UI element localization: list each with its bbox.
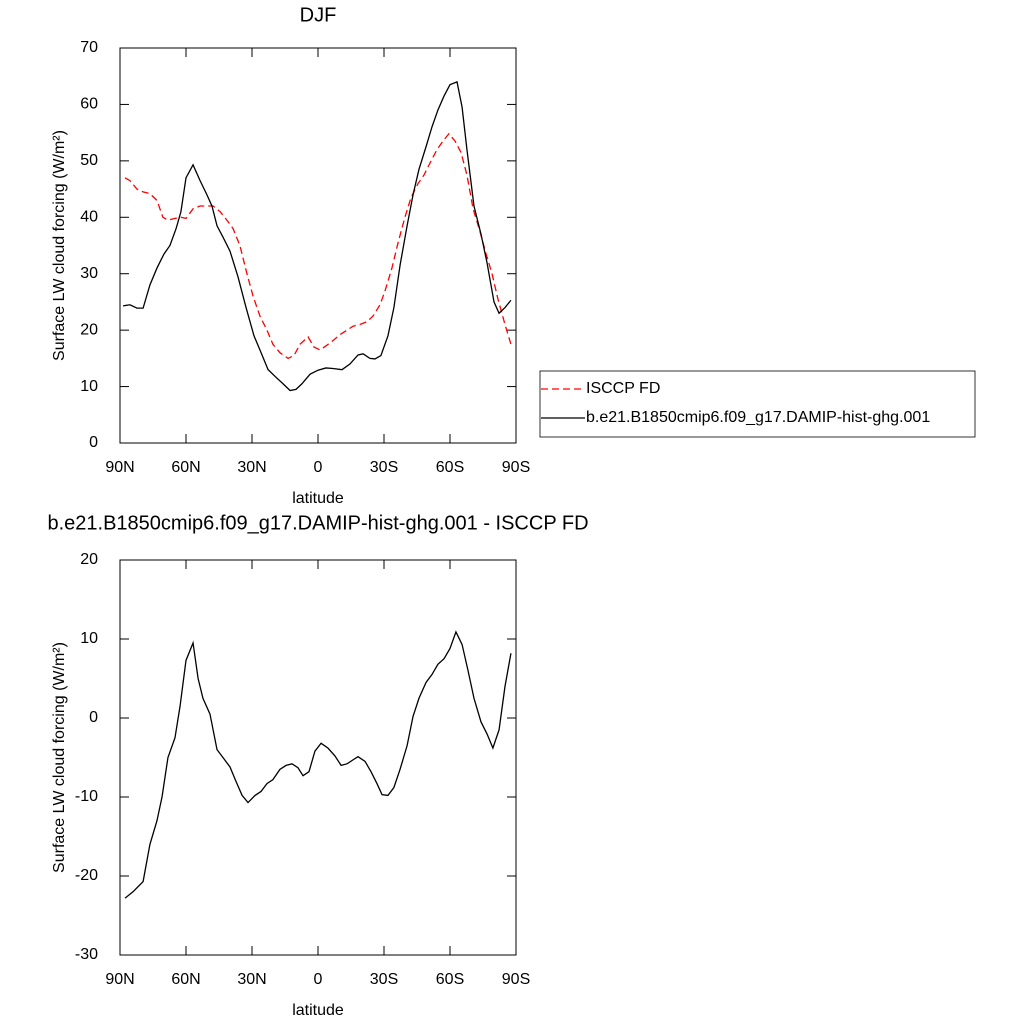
plot-frame [119, 559, 517, 956]
x-tick-label: 90N [105, 459, 134, 476]
x-axis-label: latitude [292, 490, 344, 507]
x-tick-label: 60S [436, 971, 464, 988]
y-tick-label: 60 [80, 96, 98, 113]
x-tick-label: 30N [237, 459, 266, 476]
x-tick-label: 60N [171, 971, 200, 988]
y-tick-label: 40 [80, 209, 98, 226]
chart-title: b.e21.B1850cmip6.f09_g17.DAMIP-hist-ghg.… [47, 512, 588, 534]
y-tick-label: 20 [80, 551, 98, 568]
x-tick-label: 90S [502, 459, 530, 476]
x-tick-label: 90N [105, 971, 134, 988]
x-tick-label: 0 [314, 459, 323, 476]
data-line [124, 132, 514, 360]
y-tick-label: 50 [80, 152, 98, 169]
plot-frame [119, 47, 517, 444]
y-tick-label: -30 [75, 946, 98, 963]
data-line [124, 630, 512, 899]
x-tick-label: 30S [370, 971, 398, 988]
y-tick-label: 70 [80, 39, 98, 56]
y-tick-label: -20 [75, 867, 98, 884]
x-tick-label: 60S [436, 459, 464, 476]
y-tick-label: 0 [89, 709, 98, 726]
y-axis-label: Surface LW cloud forcing (W/m²) [51, 130, 68, 361]
y-tick-label: 10 [80, 630, 98, 647]
x-axis-label: latitude [292, 1002, 344, 1019]
y-tick-label: 30 [80, 265, 98, 282]
y-tick-label: -10 [75, 788, 98, 805]
chart-title: DJF [300, 4, 337, 26]
y-tick-label: 0 [89, 434, 98, 451]
x-tick-label: 0 [314, 971, 323, 988]
x-tick-label: 90S [502, 971, 530, 988]
legend-label: b.e21.B1850cmip6.f09_g17.DAMIP-hist-ghg.… [586, 409, 930, 426]
y-axis-label: Surface LW cloud forcing (W/m²) [51, 642, 68, 873]
x-tick-label: 30S [370, 459, 398, 476]
y-tick-label: 20 [80, 321, 98, 338]
y-tick-label: 10 [80, 378, 98, 395]
legend-label: ISCCP FD [586, 380, 660, 397]
data-line [122, 80, 512, 392]
x-tick-label: 30N [237, 971, 266, 988]
legend-box [539, 370, 976, 438]
x-tick-label: 60N [171, 459, 200, 476]
